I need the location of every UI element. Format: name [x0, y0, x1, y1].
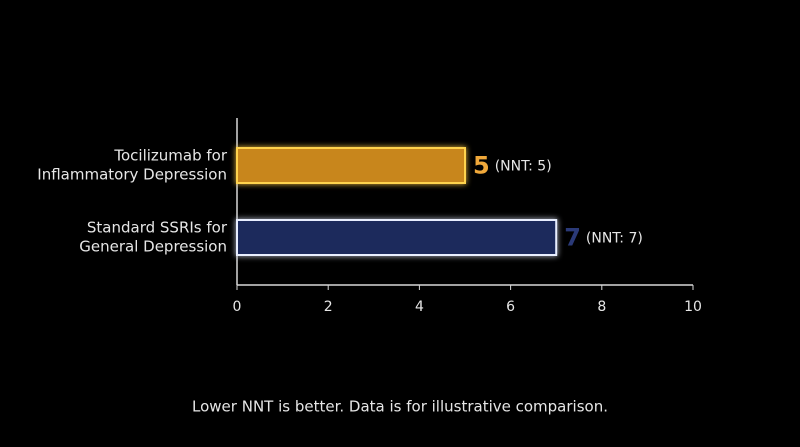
x-tick-label: 0 — [233, 299, 242, 315]
y-tick-label: General Depression — [79, 238, 227, 256]
x-tick-label: 10 — [684, 299, 702, 315]
y-tick-label: Standard SSRIs for — [87, 219, 228, 237]
x-tick-label: 2 — [324, 299, 333, 315]
bar — [236, 219, 558, 256]
annotation: (NNT: 5) — [495, 159, 552, 175]
x-tick-label: 6 — [506, 299, 515, 315]
value-label: 7 — [564, 224, 581, 252]
value-label: 5 — [473, 152, 490, 180]
footnote: Lower NNT is better. Data is for illustr… — [192, 398, 608, 416]
bar — [236, 147, 466, 184]
x-tick-label: 8 — [597, 299, 606, 315]
x-tick-label: 4 — [415, 299, 424, 315]
y-tick-label: Tocilizumab for — [113, 147, 227, 165]
annotation: (NNT: 7) — [586, 231, 643, 247]
y-tick-label: Inflammatory Depression — [37, 166, 227, 184]
